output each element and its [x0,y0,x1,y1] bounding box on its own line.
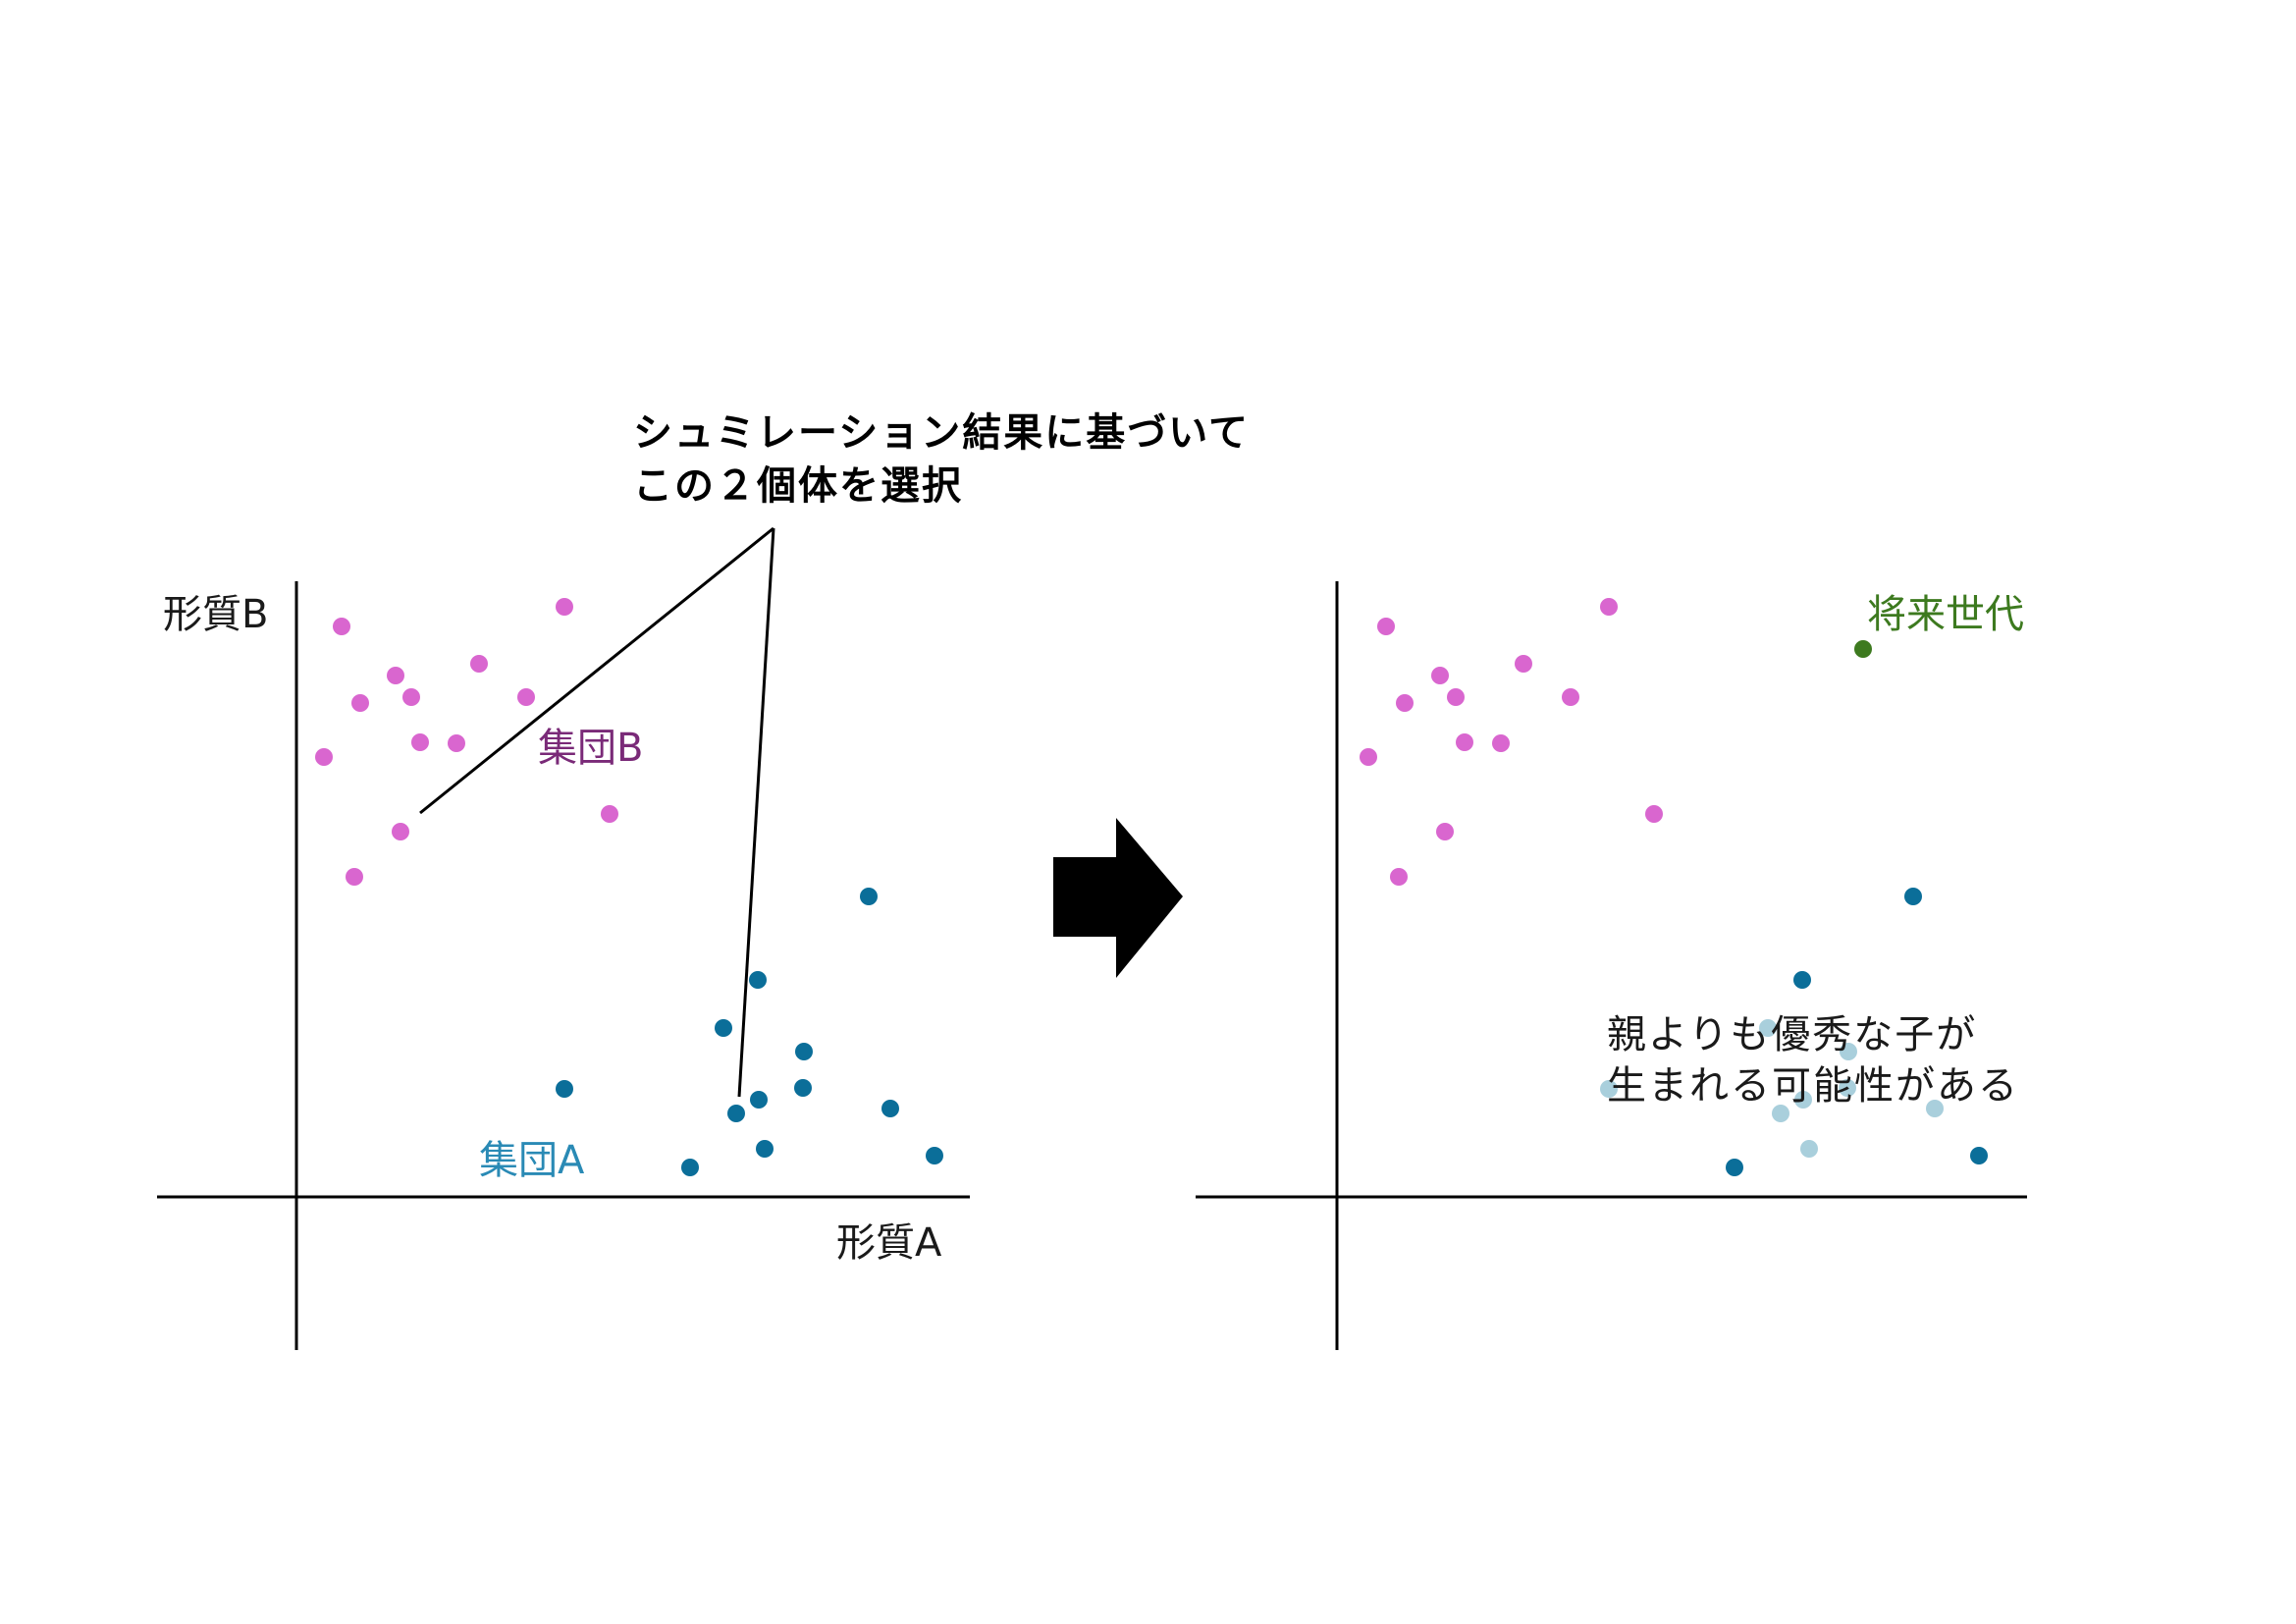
callout-line-1: シュミレーション結果に基づいて [633,410,1250,456]
group-b-point [1456,733,1473,751]
group-b-point [351,694,369,712]
group-a-point [860,888,878,905]
group-a-point [794,1079,812,1097]
group-a-point [1904,888,1922,905]
group-b-point [402,688,420,706]
group-b-point [1360,748,1377,766]
callout-title: シュミレーション結果に基づいて この２個体を選択 [633,406,1250,513]
group-a-point [1772,1105,1789,1122]
right-group-b-points [1360,598,1663,886]
group-b-point [1645,805,1663,823]
group-b-point [470,655,488,673]
group-b-point [1436,823,1454,840]
group-a-point [795,1043,813,1060]
offspring-note-line-2: 生まれる可能性がある [1607,1063,2019,1109]
group-b-point [392,823,409,840]
left-axes [157,581,970,1350]
group-a-point [1793,971,1811,989]
group-b-point [556,598,573,616]
offspring-note: 親よりも優秀な子が 生まれる可能性がある [1607,1009,2019,1111]
group-b-point [1492,734,1510,752]
group-a-point [1600,1080,1618,1098]
group-b-point [1562,688,1579,706]
callout-line-to-group-a [737,527,775,1098]
group-a-point [556,1080,573,1098]
right-axes [1196,581,2027,1350]
group-b-point [387,667,404,684]
group-b-label: 集団B [538,726,644,771]
group-b-point [1447,688,1465,706]
group-b-point [346,868,363,886]
group-b-point [601,805,618,823]
group-a-point [926,1147,943,1164]
callout-line-to-group-b [419,526,774,815]
group-b-point [1431,667,1449,684]
group-a-point [681,1159,699,1176]
left-group-a-points [556,888,943,1176]
group-b-point [1377,618,1395,635]
x-axis-label: 形質A [836,1220,942,1266]
group-b-point [315,748,333,766]
group-b-point [411,733,429,751]
group-a-point [1839,1079,1856,1097]
group-a-point [715,1019,732,1037]
group-a-point [881,1100,899,1117]
group-b-point [1396,694,1414,712]
group-a-point [1926,1100,1944,1117]
group-a-point [1970,1147,1988,1164]
y-axis-label: 形質B [163,592,269,637]
group-a-point [749,971,767,989]
group-a-point [1794,1091,1812,1109]
group-a-point [1840,1043,1857,1060]
group-b-point [333,618,350,635]
group-a-point [1759,1019,1777,1037]
group-a-point [1800,1140,1818,1158]
group-b-point [517,688,535,706]
future-generation-point [1854,640,1872,658]
group-a-point [750,1091,768,1109]
group-b-point [1515,655,1532,673]
group-b-point [448,734,465,752]
offspring-note-line-1: 親よりも優秀な子が [1607,1012,1978,1057]
group-a-point [727,1105,745,1122]
future-generation-label: 将来世代 [1867,592,2024,637]
selection-callout-lines [419,526,775,1098]
callout-line-2: この２個体を選択 [633,463,963,509]
group-a-point [1726,1159,1743,1176]
group-b-point [1390,868,1408,886]
right-future-generation-point [1854,640,1872,658]
group-a-label: 集団A [479,1138,585,1183]
right-group-a-points [1600,888,1988,1176]
left-group-b-points [315,598,618,886]
group-b-point [1600,598,1618,616]
right-arrow-icon [1053,818,1183,978]
group-a-point [756,1140,774,1158]
